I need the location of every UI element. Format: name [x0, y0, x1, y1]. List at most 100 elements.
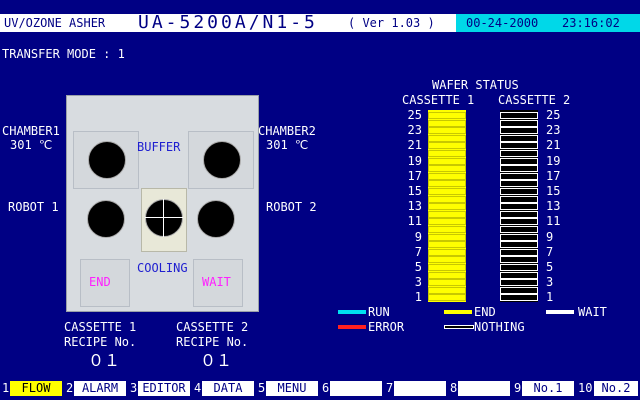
legend-wait-label: WAIT	[578, 305, 607, 319]
wafer-slot	[500, 271, 538, 279]
cassette1-title: CASSETTE 1	[64, 320, 137, 334]
slot-number: 13	[546, 199, 561, 214]
cassette1-slot-column	[428, 110, 466, 302]
slot-number: 15	[546, 184, 561, 198]
robot1-wafer-icon[interactable]	[87, 200, 125, 238]
legend-end-swatch	[444, 310, 472, 314]
chamber1-slot[interactable]	[73, 131, 139, 189]
legend-wait-swatch	[546, 310, 574, 314]
wafer-slot	[500, 180, 538, 188]
slot-number: 21	[546, 138, 561, 153]
wafer-slot	[500, 119, 538, 127]
chamber2-label: CHAMBER2	[258, 124, 316, 138]
fkey-button-3[interactable]: EDITOR	[138, 381, 190, 396]
fkey-number: 2	[66, 381, 74, 395]
fkey-button-2[interactable]: ALARM	[74, 381, 126, 396]
robot2-label: ROBOT 2	[266, 200, 317, 214]
buffer-label: BUFFER	[137, 140, 181, 154]
fkey-button-4[interactable]: DATA	[202, 381, 254, 396]
fkey-number: 6	[322, 381, 330, 395]
legend-nothing-swatch	[444, 325, 474, 329]
wafer-slot	[500, 226, 538, 233]
cassette2-title: CASSETTE 2	[176, 320, 249, 334]
wafer-slot	[500, 256, 538, 264]
wafer-slot	[500, 172, 538, 180]
legend-end-label: END	[474, 305, 496, 319]
legend-error-label: ERROR	[368, 320, 405, 334]
fkey-number: 1	[2, 381, 10, 395]
slot-number: 9	[546, 229, 554, 244]
cassette1-recipe-label: RECIPE No.	[64, 335, 137, 349]
chamber2-slot[interactable]	[188, 131, 254, 189]
fkey-button-7[interactable]	[394, 381, 446, 396]
datetime-box: 00-24-2000 23:16:02	[456, 14, 640, 32]
wafer-slot	[500, 150, 538, 157]
chamber2-temp: 301 ℃	[266, 138, 309, 152]
cassette2-recipe: ０１	[200, 351, 233, 370]
wafer-slot	[500, 279, 538, 287]
wafer-slot	[500, 241, 538, 249]
cooling-stage[interactable]	[141, 188, 187, 252]
fkey-button-9[interactable]: No.1	[522, 381, 574, 396]
wafer-status-cassette1: CASSETTE 1	[402, 93, 475, 107]
robot2-wafer-icon[interactable]	[197, 200, 235, 238]
chamber1-wafer-icon	[88, 141, 126, 179]
slot-number: 11	[546, 214, 561, 229]
cassette2-recipe-label: RECIPE No.	[176, 335, 249, 349]
chamber1-temp: 301 ℃	[10, 138, 53, 152]
title-bar: UV/OZONE ASHER UA-5200A/N1-5 ( Ver 1.03 …	[0, 12, 640, 33]
cassette1-recipe: ０１	[88, 351, 121, 370]
cooling-wafer-icon	[145, 199, 183, 237]
legend-nothing-label: NOTHING	[474, 320, 525, 334]
wafer-slot	[428, 271, 466, 279]
wafer-slot	[428, 195, 466, 203]
app-name: UV/OZONE ASHER	[4, 16, 106, 30]
slot-number: 1	[546, 290, 554, 305]
cassette1-slot[interactable]: END	[80, 259, 130, 307]
cassette2-slot-column	[500, 110, 538, 302]
wafer-slot	[428, 203, 466, 211]
wafer-slot	[428, 210, 466, 218]
wafer-slot	[428, 165, 466, 173]
fkey-number: 7	[386, 381, 394, 395]
slot-number: 23	[546, 123, 561, 138]
wafer-slot	[500, 233, 538, 241]
fkey-button-8[interactable]	[458, 381, 510, 396]
wafer-slot	[500, 218, 538, 226]
slot-number: 9	[414, 229, 422, 244]
slot-number: 13	[407, 199, 422, 214]
wafer-slot	[500, 127, 538, 135]
cassette2-slot[interactable]: WAIT	[193, 259, 243, 307]
fkey-number: 3	[130, 381, 138, 395]
wafer-slot	[428, 188, 466, 195]
legend-run-swatch	[338, 310, 366, 314]
fkey-number: 9	[514, 381, 522, 395]
model-name: UA-5200A/N1-5	[138, 12, 318, 33]
fkey-button-10[interactable]: No.2	[594, 381, 638, 396]
fkey-button-5[interactable]: MENU	[266, 381, 318, 396]
time-label: 23:16:02	[562, 16, 620, 30]
fkey-button-6[interactable]	[330, 381, 382, 396]
wafer-slot	[500, 195, 538, 203]
wafer-status-cassette2: CASSETTE 2	[498, 93, 571, 107]
robot1-label: ROBOT 1	[8, 200, 59, 214]
wafer-slot	[500, 248, 538, 256]
wafer-slot	[428, 218, 466, 226]
fkey-button-1[interactable]: FLOW	[10, 381, 62, 396]
slot-number: 11	[407, 214, 422, 229]
chamber1-label: CHAMBER1	[2, 124, 60, 138]
wafer-slot	[428, 264, 466, 271]
wafer-slot	[428, 241, 466, 249]
wafer-slot	[500, 188, 538, 195]
wafer-status-title: WAFER STATUS	[432, 78, 519, 92]
wafer-slot	[500, 134, 538, 142]
slot-number: 25	[546, 108, 561, 122]
wafer-slot	[428, 150, 466, 157]
wafer-slot	[500, 294, 538, 302]
slot-number: 23	[407, 123, 422, 138]
wafer-slot	[428, 256, 466, 264]
crosshair-v	[163, 199, 164, 237]
slot-number: 7	[414, 244, 422, 259]
wafer-slot	[500, 157, 538, 165]
slot-number: 17	[407, 168, 422, 183]
